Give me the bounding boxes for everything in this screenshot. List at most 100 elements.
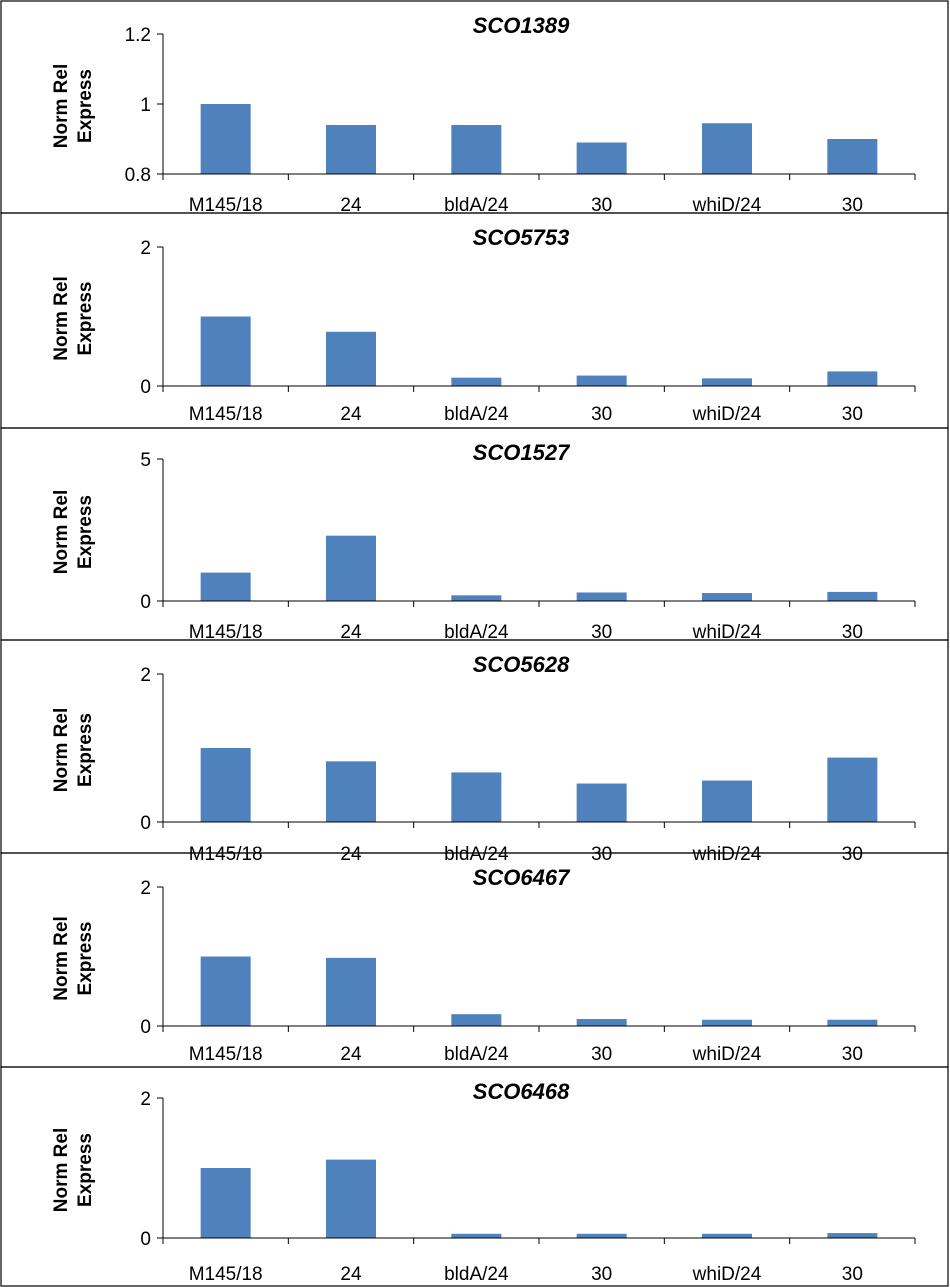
x-tick-label: 24 [340,844,362,865]
bar-2 [326,761,376,822]
y-axis-label: Norm Rel Express [51,276,96,360]
bar-6 [827,139,878,174]
x-tick-label: M145/18 [189,622,263,643]
y-tick-label: 0 [140,813,151,834]
y-axis-label-line: Express [75,282,96,356]
y-tick-label: 0 [140,377,151,398]
bar-2 [326,957,376,1026]
x-tick-label: 30 [842,1264,863,1285]
x-tick-label: bldA/24 [444,622,509,643]
chart-title: SCO5628 [473,652,570,677]
x-tick-label: bldA/24 [444,1044,509,1065]
y-axis-label: Norm Rel Express [51,708,96,792]
x-tick-label: 24 [340,1044,362,1065]
y-tick-label: 1 [140,95,151,116]
x-tick-label: M145/18 [189,404,263,425]
y-axis-label-line: Norm Rel [51,1128,72,1212]
y-axis-label-line: Norm Rel [51,490,72,574]
chart-panel-1: 0.8 1 1.2 M145/18 24 bldA/24 30 whiD/24 30 SCO138… [0,0,949,216]
x-tick-label: whiD/24 [692,622,762,643]
x-tick-label: 24 [340,195,362,216]
y-tick-label: 2 [140,665,151,686]
x-tick-label: 30 [591,844,612,865]
x-tick-label: 30 [842,195,863,216]
bar-1 [200,1168,251,1238]
x-tick-label: bldA/24 [444,404,509,425]
bar-1 [200,104,251,174]
chart-title: SCO6467 [473,865,571,890]
bar-4 [576,375,627,386]
bar-5 [702,593,752,601]
x-tick-label: whiD/24 [692,1264,762,1285]
bar-1 [200,956,251,1026]
bar-2 [326,331,376,386]
x-tick-label: whiD/24 [692,404,762,425]
y-axis-label-line: Norm Rel [51,276,72,360]
x-tick-label: M145/18 [189,844,263,865]
bar-3 [451,595,502,601]
bar-6 [827,1233,878,1238]
y-tick-label: 5 [140,450,151,471]
y-axis-label-line: Express [75,69,96,143]
bar-5 [702,1233,752,1238]
bar-6 [827,757,878,822]
x-tick-label: 24 [340,1264,362,1285]
x-tick-label: 30 [591,195,612,216]
y-axis-label-line: Express [75,922,96,996]
y-tick-label: 1.2 [125,25,151,46]
bar-4 [576,142,627,174]
y-axis-label: Norm Rel Express [51,64,96,148]
y-tick-label: 2 [140,878,151,899]
y-axis-label: Norm Rel Express [51,490,96,574]
chart-panel-5: 0 2 M145/18 24 bldA/24 30 whiD/24 30 SCO6467 Norm… [0,852,949,1068]
bar-5 [702,123,752,174]
bar-4 [576,592,627,601]
bar-5 [702,1019,752,1026]
x-tick-label: M145/18 [189,1044,263,1065]
y-axis-label-line: Norm Rel [51,708,72,792]
bar-6 [827,591,878,601]
y-tick-label: 0 [140,1229,151,1250]
chart-panel-4: 0 2 M145/18 24 bldA/24 30 whiD/24 30 SCO5628 Norm… [0,639,949,865]
chart-title: SCO1389 [473,13,570,38]
x-tick-label: bldA/24 [444,844,509,865]
bar-3 [451,125,502,174]
bar-6 [827,1019,878,1026]
chart-title: SCO6468 [473,1079,570,1104]
chart-title: SCO5753 [473,225,570,250]
bar-5 [702,780,752,822]
x-tick-label: 24 [340,404,362,425]
y-tick-label: 2 [140,1089,151,1110]
x-tick-label: whiD/24 [692,844,762,865]
y-axis-label: Norm Rel Express [51,916,96,1000]
bar-4 [576,1233,627,1238]
bar-4 [576,1019,627,1026]
x-tick-label: 24 [340,622,362,643]
x-tick-label: 30 [842,622,863,643]
y-axis-label-line: Express [75,713,96,787]
y-tick-label: 0.8 [125,165,151,186]
chart-panel-6: 0 2 M145/18 24 bldA/24 30 whiD/24 30 SCO6468 Norm… [0,1066,949,1287]
y-axis-label-line: Norm Rel [51,916,72,1000]
bar-5 [702,378,752,386]
bar-3 [451,377,502,386]
chart-title: SCO1527 [473,440,571,465]
y-axis-label-line: Norm Rel [51,64,72,148]
x-tick-label: M145/18 [189,1264,263,1285]
x-tick-label: 30 [591,1264,612,1285]
panel-border [0,1066,949,1287]
bar-3 [451,1014,502,1026]
y-axis-label-line: Express [75,1133,96,1207]
bar-4 [576,783,627,822]
bar-3 [451,1233,502,1238]
x-tick-label: 30 [591,622,612,643]
x-tick-label: whiD/24 [692,195,762,216]
y-tick-label: 0 [140,592,151,613]
x-tick-label: bldA/24 [444,195,509,216]
x-tick-label: M145/18 [189,195,263,216]
bar-2 [326,125,376,174]
y-tick-label: 0 [140,1017,151,1038]
y-axis-label-line: Express [75,495,96,569]
x-tick-label: bldA/24 [444,1264,509,1285]
